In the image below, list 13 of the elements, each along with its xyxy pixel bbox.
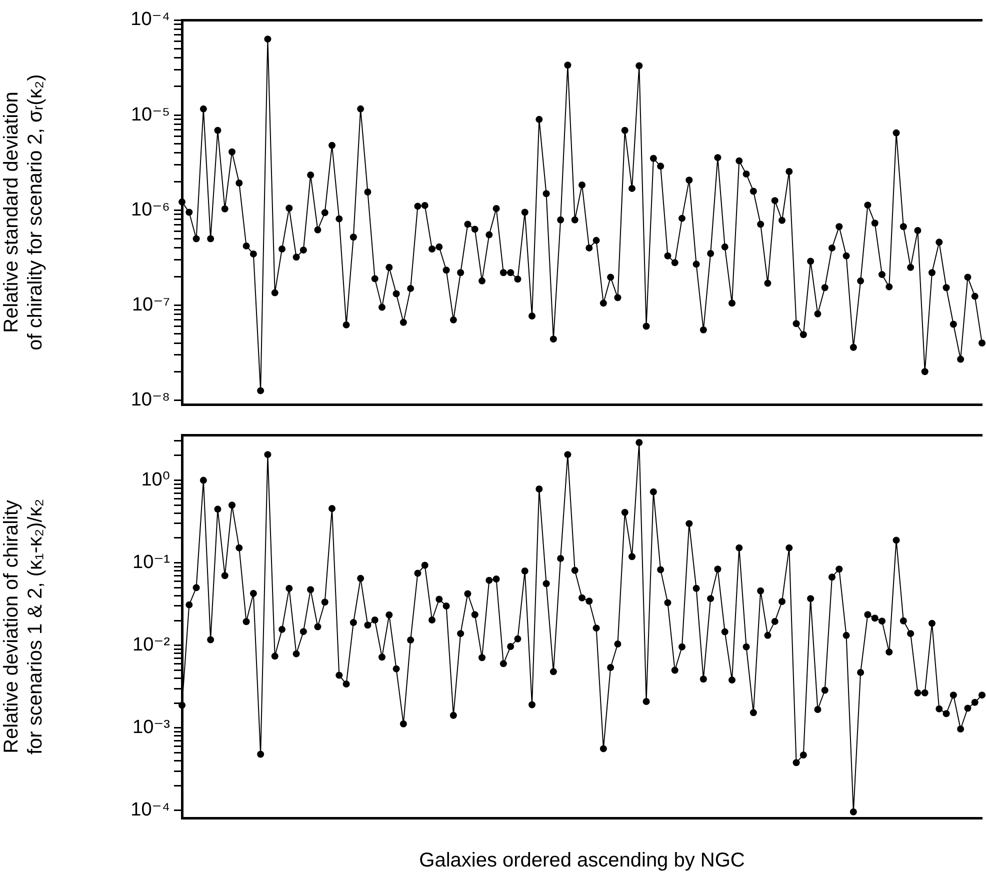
y-tick-label: 10⁻⁶ [131, 199, 170, 220]
y-tick-label: 10⁰ [141, 470, 170, 491]
y-tick-label: 10⁻¹ [132, 552, 170, 574]
y-tick-label: 10⁻³ [132, 717, 170, 738]
y-tick-label: 10⁻⁴ [130, 9, 170, 30]
y-tick-label: 10⁻⁸ [130, 389, 170, 410]
y-axis-title: Relative deviation of chirality for scenarios 1 & 2, (κ₁-κ₂)/κ₂ [0, 498, 47, 755]
y-axis-title: Relative standard deviation of chirality for scenario 2, σᵣ(κ₂) [0, 74, 47, 350]
y-tick-label: 10⁻⁵ [130, 104, 170, 126]
y-tick-label: 10⁻² [132, 634, 170, 656]
y-tick-label: 10⁻⁷ [132, 294, 170, 316]
x-axis-title: Galaxies ordered ascending by NGC [419, 850, 745, 872]
y-tick-label: 10⁻⁴ [130, 800, 170, 821]
